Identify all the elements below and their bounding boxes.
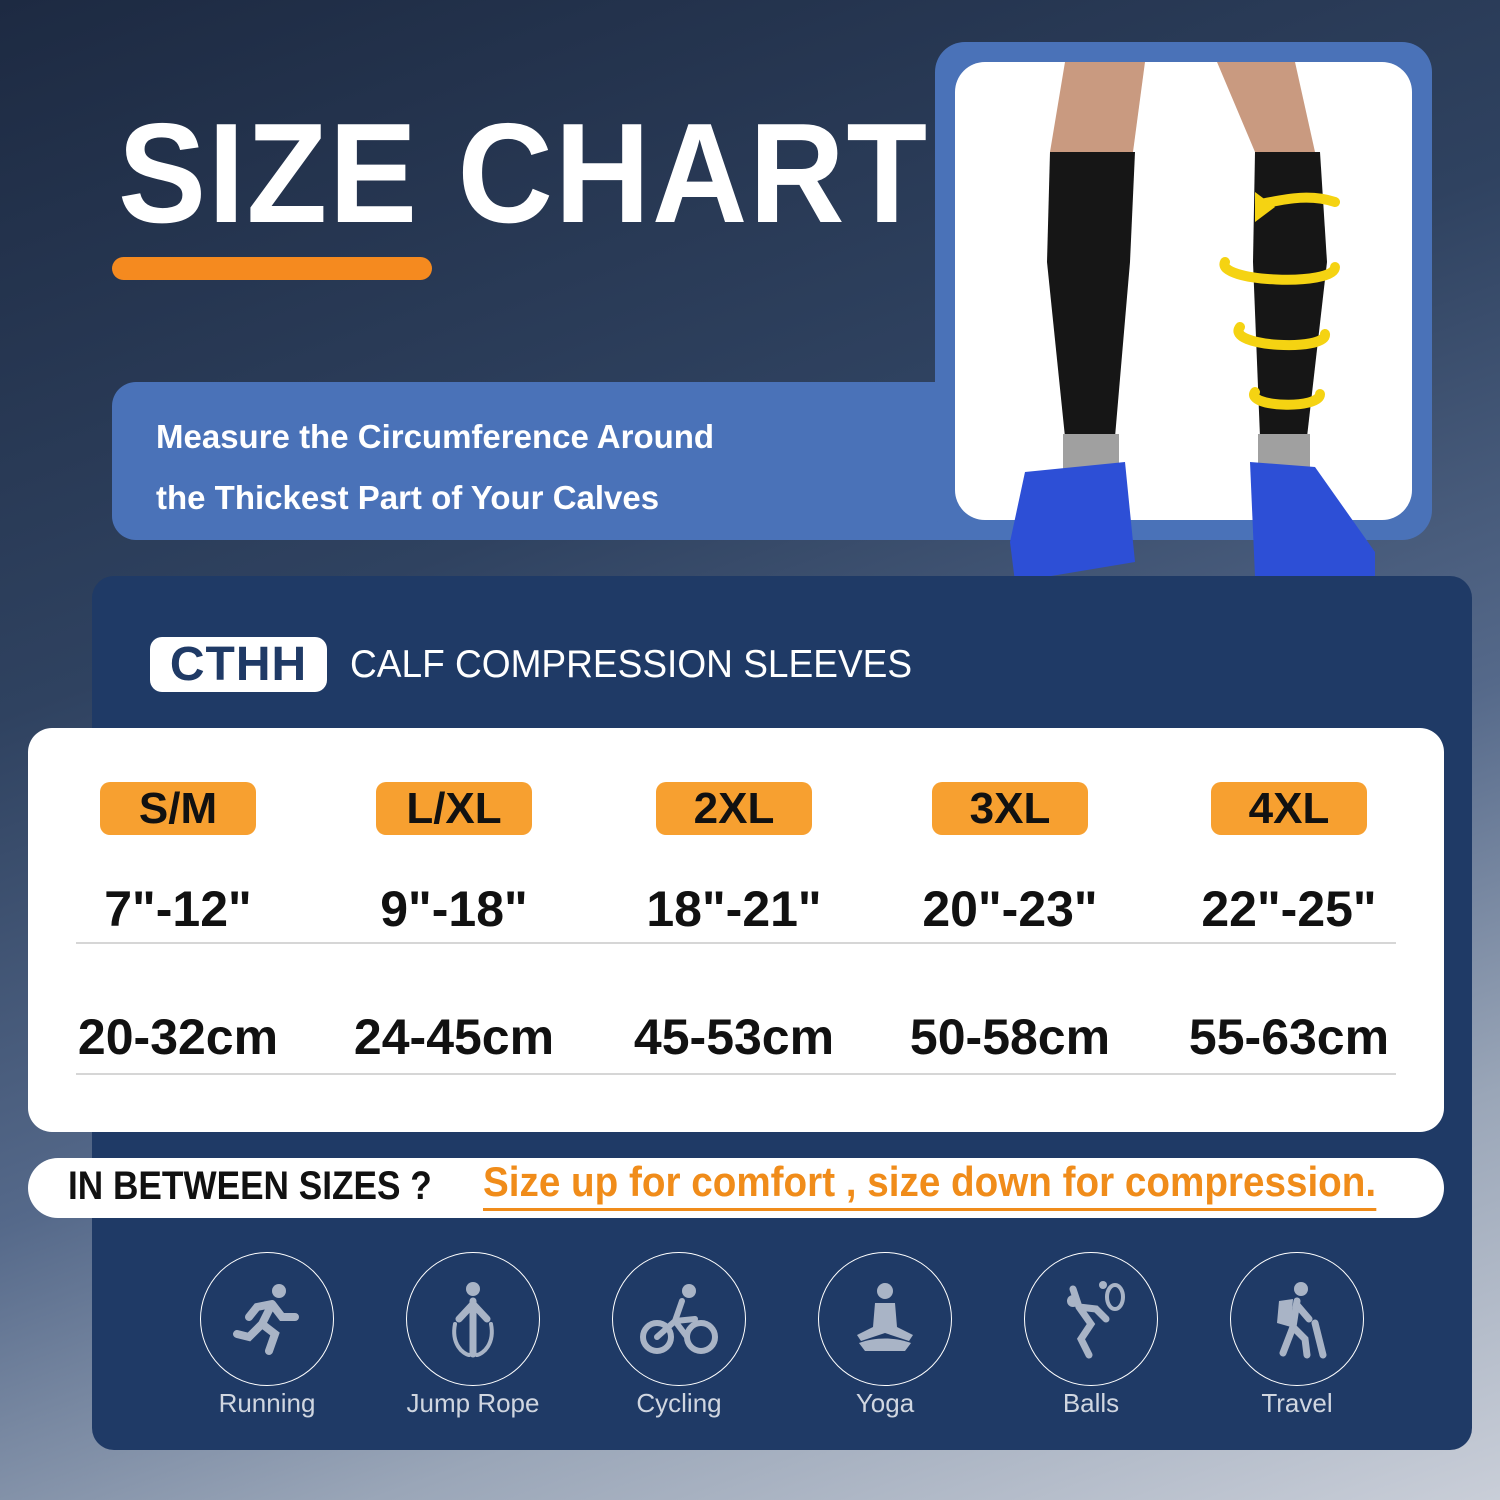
page-title: SIZE CHART bbox=[118, 94, 929, 253]
size-table: S/M L/XL 2XL 3XL 4XL 7"-12" 9"-18" 18"-2… bbox=[28, 728, 1444, 1132]
yoga-icon bbox=[857, 1283, 913, 1351]
brand-logo: CTHH bbox=[150, 637, 327, 692]
cm-range: 55-63cm bbox=[1188, 1009, 1390, 1065]
product-name: CALF COMPRESSION SLEEVES bbox=[350, 643, 913, 686]
size-badge: S/M bbox=[100, 782, 256, 835]
legs-illustration bbox=[1010, 62, 1375, 582]
measure-line-2: the Thickest Part of Your Calves bbox=[156, 479, 660, 516]
activity-label: Running bbox=[218, 1388, 316, 1418]
inch-range: 22"-25" bbox=[1201, 881, 1377, 937]
hiking-icon bbox=[1277, 1282, 1327, 1359]
activity-label: Yoga bbox=[855, 1388, 915, 1418]
inch-range: 9"-18" bbox=[380, 881, 528, 937]
activity-cycling: Cycling bbox=[612, 1252, 746, 1419]
activity-label: Travel bbox=[1261, 1388, 1333, 1418]
jump-rope-icon bbox=[452, 1282, 494, 1358]
activity-running: Running bbox=[200, 1252, 334, 1419]
activity-balls: Balls bbox=[1024, 1252, 1158, 1419]
size-badge: 2XL bbox=[656, 782, 812, 835]
size-badge: L/XL bbox=[376, 782, 532, 835]
running-icon bbox=[233, 1284, 299, 1355]
tennis-icon bbox=[1067, 1281, 1125, 1359]
size-badge: 4XL bbox=[1211, 782, 1367, 835]
tip-advice: Size up for comfort , size down for comp… bbox=[483, 1158, 1377, 1211]
measure-line-1: Measure the Circumference Around bbox=[156, 418, 715, 455]
inch-range: 20"-23" bbox=[922, 881, 1098, 937]
cm-range: 50-58cm bbox=[909, 1009, 1111, 1065]
activity-label: Cycling bbox=[636, 1388, 722, 1418]
tip-question: IN BETWEEN SIZES ? bbox=[68, 1164, 432, 1208]
cycling-icon bbox=[640, 1284, 718, 1354]
activity-travel: Travel bbox=[1230, 1252, 1364, 1419]
row-divider bbox=[76, 1073, 1396, 1075]
inch-range: 18"-21" bbox=[646, 881, 822, 937]
cm-range: 20-32cm bbox=[77, 1009, 279, 1065]
activity-label: Jump Rope bbox=[406, 1388, 540, 1418]
row-divider bbox=[76, 942, 1396, 944]
activity-jump-rope: Jump Rope bbox=[406, 1252, 540, 1419]
cm-range: 45-53cm bbox=[633, 1009, 835, 1065]
inch-range: 7"-12" bbox=[104, 881, 252, 937]
activity-yoga: Yoga bbox=[818, 1252, 952, 1419]
activity-label: Balls bbox=[1062, 1388, 1120, 1418]
measure-instructions: Measure the Circumference Around the Thi… bbox=[112, 382, 972, 540]
product-photo bbox=[955, 62, 1412, 582]
title-underline bbox=[112, 257, 432, 280]
cm-range: 24-45cm bbox=[353, 1009, 555, 1065]
size-badge: 3XL bbox=[932, 782, 1088, 835]
